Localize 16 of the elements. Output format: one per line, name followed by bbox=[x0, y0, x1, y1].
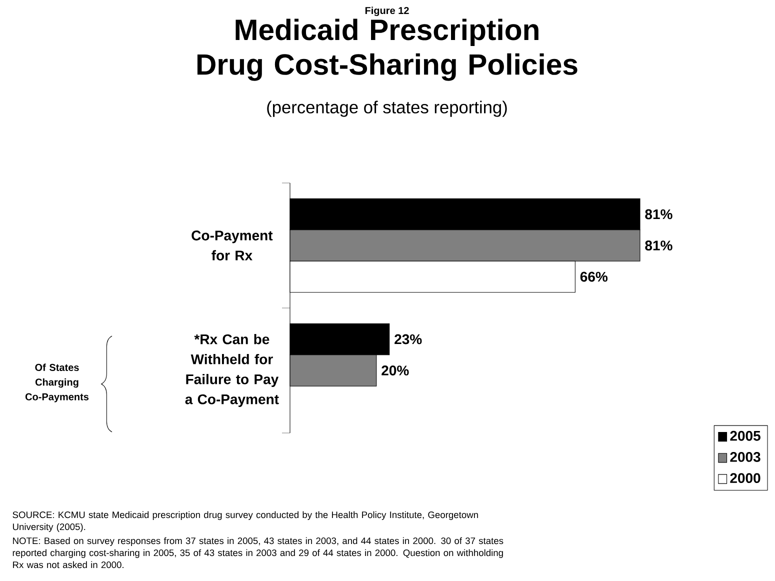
data-label: 23% bbox=[394, 334, 422, 344]
source-note: SOURCE: KCMU state Medicaid prescription drug survey conducted by the Health Policy Institute, Georgetown University (2005). bbox=[12, 511, 478, 532]
chart-title: Medicaid Prescription Drug Cost-Sharing Policies bbox=[197, 18, 578, 81]
legend-label: 2003 bbox=[730, 452, 760, 462]
y-tick-label: Co-Payment for Rx bbox=[192, 230, 273, 260]
data-label: 20% bbox=[382, 366, 409, 376]
y-tick-label: *Rx Can be Withheld for Failure to Pay a Co-Payment bbox=[185, 334, 279, 408]
text: Of States Charging Co-Payments bbox=[25, 364, 89, 402]
text: NOTE: Based on survey responses from 37 states in 2005, 43 states in 2003, and 44 states in 2000. 30 of 37 states reported charging cost-sharing in 2005, 35 of 43 states in 2003 and 29 of 44 states in 2000. Question on withholding Rx was not asked in 2000. bbox=[12, 537, 504, 568]
legend-label: 2000 bbox=[730, 473, 760, 484]
data-label: 66% bbox=[580, 272, 608, 282]
caption: Figure 12 bbox=[365, 6, 409, 16]
data-label: 81% bbox=[645, 240, 672, 250]
data-label: 81% bbox=[645, 209, 672, 220]
chart-subtitle: (percentage of states reporting) bbox=[267, 100, 507, 117]
legend-label: 2005 bbox=[730, 430, 760, 441]
